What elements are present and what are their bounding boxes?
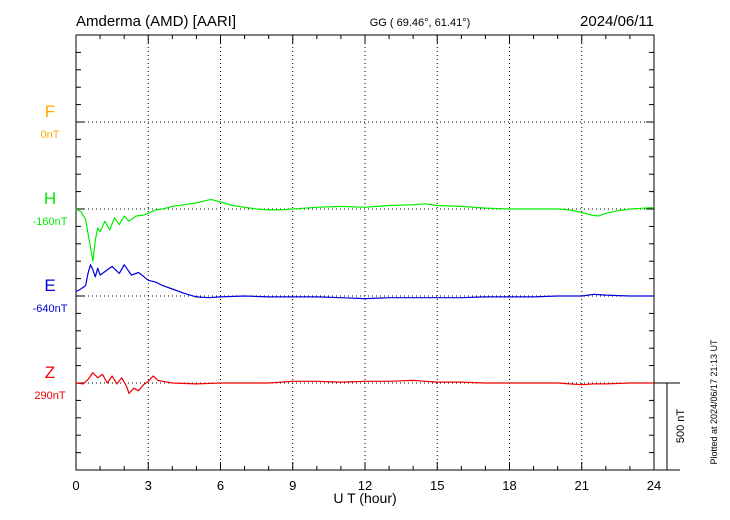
scale-bar-label: 500 nT — [675, 409, 687, 444]
series-lines — [75, 198, 655, 394]
channel-name-z: Z — [45, 363, 55, 382]
plot-date: 2024/06/11 — [580, 13, 654, 30]
x-tick-label: 12 — [358, 478, 372, 493]
channel-baseline-z: 290nT — [34, 390, 65, 402]
series-line-z — [75, 372, 654, 394]
x-tick-label: 24 — [647, 478, 661, 493]
channel-labels: F 0nT H -160nT E -640nT Z 290nT — [33, 102, 68, 402]
plot-frame — [75, 34, 655, 471]
x-tick-label: 18 — [502, 478, 516, 493]
grid — [76, 35, 654, 470]
channel-baseline-e: -640nT — [33, 303, 68, 315]
x-axis-label: U T (hour) — [333, 490, 396, 506]
series-line-e — [75, 264, 654, 300]
station-title: Amderma (AMD) [AARI] — [76, 13, 236, 30]
x-tick-label: 15 — [430, 478, 444, 493]
plotted-at-note: Plotted at 2024/06/17 21:13 UT — [709, 339, 719, 465]
channel-baseline-f: 0nT — [41, 129, 60, 141]
x-tick-label: 3 — [145, 478, 152, 493]
x-tick-label: 21 — [575, 478, 589, 493]
channel-name-e: E — [44, 276, 55, 295]
x-tick-label: 0 — [72, 478, 79, 493]
x-tick-label: 9 — [289, 478, 296, 493]
series-line-h — [75, 198, 655, 262]
channel-baseline-h: -160nT — [33, 216, 68, 228]
channel-name-h: H — [44, 189, 56, 208]
axis-ticks: 0 3 6 9 12 15 18 21 24 — [72, 34, 661, 493]
channel-name-f: F — [45, 102, 55, 121]
geo-coordinates: GG ( 69.46°, 61.41°) — [370, 17, 471, 29]
scale-bar: 500 nT — [654, 382, 687, 471]
x-tick-label: 6 — [217, 478, 224, 493]
